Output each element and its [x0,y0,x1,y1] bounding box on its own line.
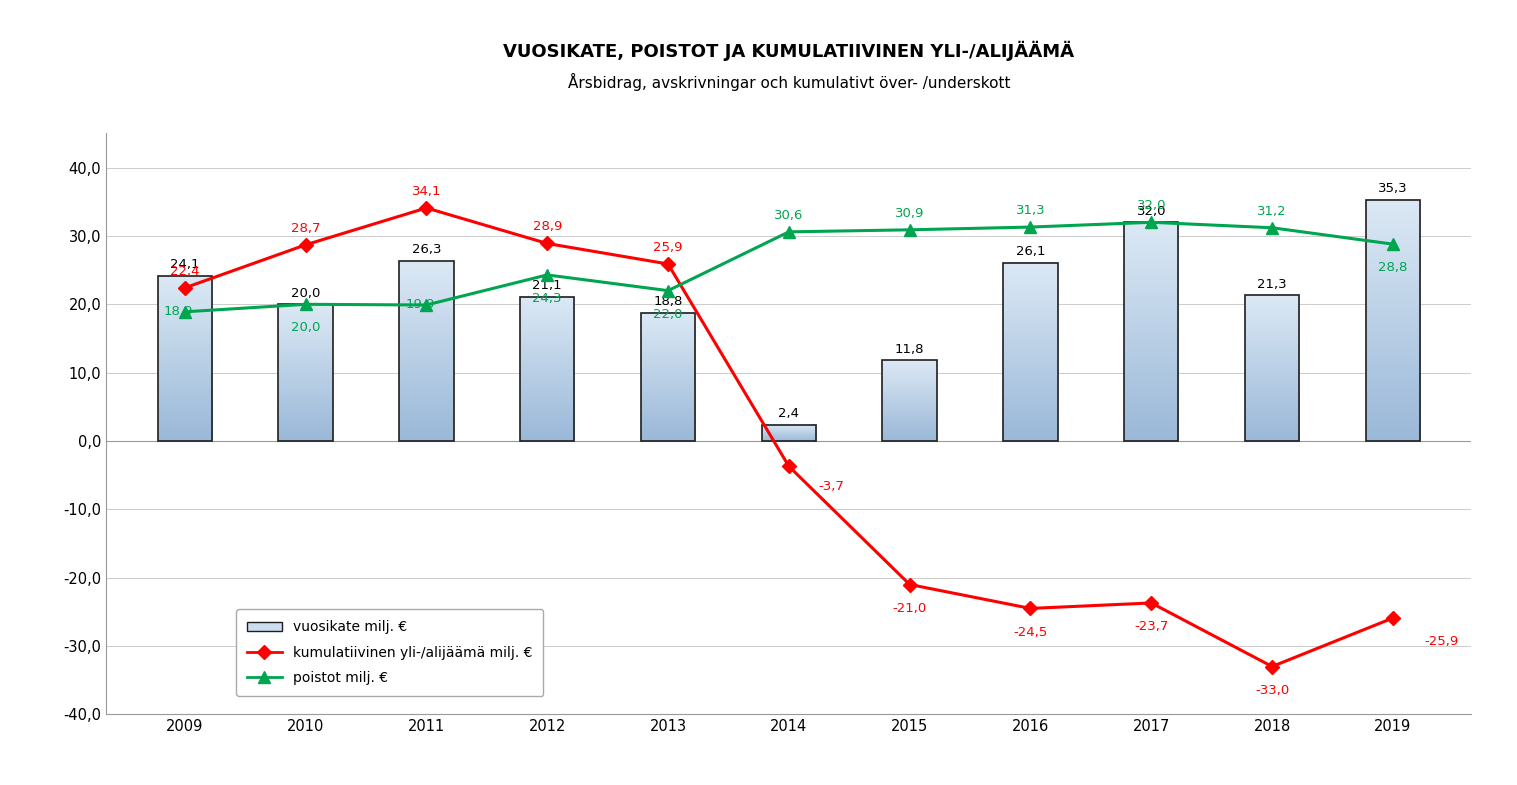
Bar [1365,199,1420,441]
Text: -21,0: -21,0 [892,601,927,615]
Text: 21,3: 21,3 [1258,278,1286,290]
Text: 30,6: 30,6 [774,209,804,221]
Text: 22,0: 22,0 [654,308,683,321]
Legend: vuosikate milj. €, kumulatiivinen yli-/alijäämä milj. €, poistot milj. €: vuosikate milj. €, kumulatiivinen yli-/a… [237,609,543,696]
Text: 11,8: 11,8 [895,342,924,356]
Text: VUOSIKATE, POISTOT JA KUMULATIIVINEN YLI-/ALIJÄÄMÄ: VUOSIKATE, POISTOT JA KUMULATIIVINEN YLI… [504,41,1074,61]
Text: 20,0: 20,0 [291,321,320,334]
Text: 2,4: 2,4 [778,407,799,420]
Text: 35,3: 35,3 [1377,182,1408,195]
Text: 24,1: 24,1 [170,258,199,272]
Text: 21,1: 21,1 [532,279,561,292]
Bar [278,305,332,441]
Text: -24,5: -24,5 [1013,626,1048,638]
Text: -33,0: -33,0 [1255,684,1289,696]
Text: 32,0: 32,0 [1136,205,1167,217]
Text: 31,2: 31,2 [1258,205,1286,217]
Text: 30,9: 30,9 [895,206,924,220]
Text: 18,9: 18,9 [164,305,193,319]
Text: 32,0: 32,0 [1136,199,1167,212]
Bar [1003,263,1057,441]
Text: 22,4: 22,4 [170,265,199,278]
Bar [399,261,454,441]
Text: 19,9: 19,9 [405,298,434,312]
Bar [1124,222,1179,441]
Bar [762,425,816,441]
Text: 24,3: 24,3 [532,292,561,305]
Bar [158,276,212,441]
Text: 25,9: 25,9 [654,241,683,254]
Text: 28,9: 28,9 [532,221,561,233]
Text: -25,9: -25,9 [1424,635,1458,648]
Text: 26,1: 26,1 [1016,245,1045,257]
Text: 18,8: 18,8 [654,294,683,308]
Bar [640,312,695,441]
Text: 26,3: 26,3 [411,243,441,257]
Text: Årsbidrag, avskrivningar och kumulativt över- /underskott: Årsbidrag, avskrivningar och kumulativt … [567,74,1010,91]
Text: -3,7: -3,7 [818,480,843,493]
Bar [883,360,938,441]
Text: -23,7: -23,7 [1135,620,1168,633]
Text: 34,1: 34,1 [411,184,441,198]
Text: 31,3: 31,3 [1016,204,1045,217]
Bar [1245,295,1300,441]
Text: 20,0: 20,0 [291,287,320,300]
Bar [520,297,575,441]
Text: 28,7: 28,7 [291,221,320,235]
Text: 28,8: 28,8 [1379,261,1408,274]
